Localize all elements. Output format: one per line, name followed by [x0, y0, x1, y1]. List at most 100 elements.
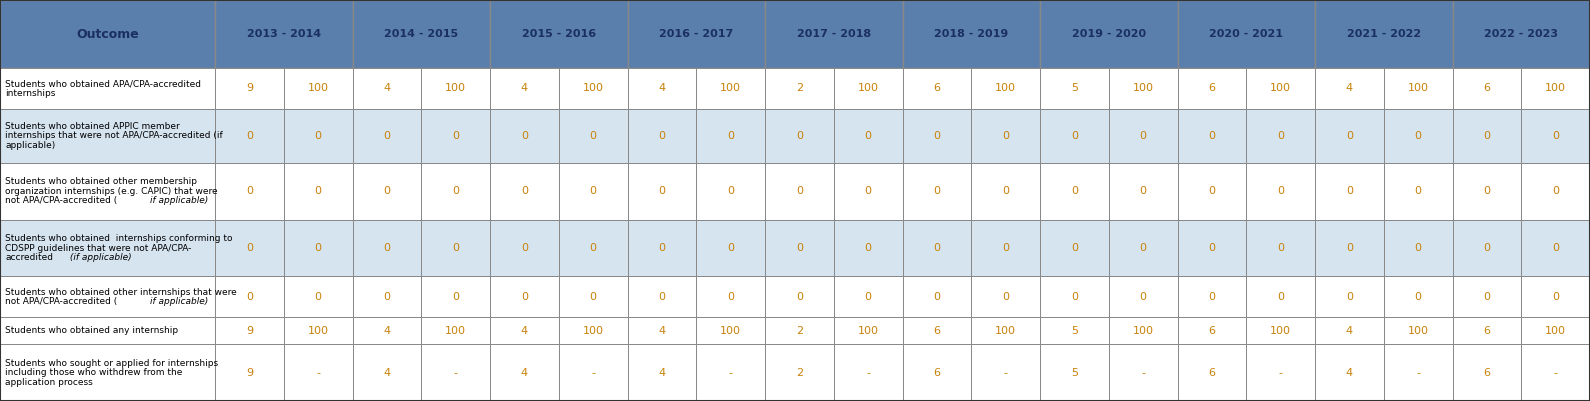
Text: 0: 0 — [658, 292, 665, 302]
Bar — [903, 344, 971, 401]
Bar — [1178, 276, 1247, 317]
Text: 5: 5 — [1072, 83, 1078, 93]
Bar — [215, 317, 283, 344]
Bar — [1178, 68, 1247, 109]
Bar — [353, 163, 421, 220]
Bar — [1453, 163, 1522, 220]
Bar — [1178, 220, 1247, 276]
Bar — [628, 344, 696, 401]
Text: 100: 100 — [445, 326, 466, 336]
Text: 5: 5 — [1072, 368, 1078, 378]
Text: internships that were not APA/CPA-accredited (if: internships that were not APA/CPA-accred… — [5, 132, 223, 140]
Bar — [215, 344, 283, 401]
Text: 0: 0 — [246, 243, 253, 253]
Bar — [833, 276, 903, 317]
Bar — [490, 0, 628, 68]
Text: -: - — [453, 368, 458, 378]
Text: 0: 0 — [933, 186, 940, 196]
Text: 100: 100 — [1407, 326, 1429, 336]
Bar — [1522, 220, 1590, 276]
Bar — [1315, 163, 1383, 220]
Text: 5: 5 — [1072, 326, 1078, 336]
Text: 4: 4 — [383, 326, 391, 336]
Bar — [971, 344, 1040, 401]
Text: 2019 - 2020: 2019 - 2020 — [1072, 29, 1146, 39]
Text: 0: 0 — [727, 292, 735, 302]
Bar — [1178, 317, 1247, 344]
Bar — [628, 68, 696, 109]
Bar — [1108, 276, 1178, 317]
Bar — [628, 109, 696, 163]
Bar — [1247, 317, 1315, 344]
Bar — [1315, 68, 1383, 109]
Text: 0: 0 — [452, 243, 460, 253]
Bar — [558, 276, 628, 317]
Bar — [628, 163, 696, 220]
Bar — [833, 68, 903, 109]
Text: if applicable): if applicable) — [149, 297, 208, 306]
Text: 0: 0 — [1208, 186, 1215, 196]
Bar — [765, 276, 833, 317]
Text: 0: 0 — [1277, 131, 1285, 141]
Text: accredited: accredited — [5, 253, 52, 262]
Text: Students who obtained other internships that were: Students who obtained other internships … — [5, 288, 237, 297]
Bar — [1108, 68, 1178, 109]
Bar — [1522, 109, 1590, 163]
Text: 6: 6 — [1483, 326, 1490, 336]
Text: 0: 0 — [865, 243, 871, 253]
Bar — [353, 276, 421, 317]
Bar — [765, 68, 833, 109]
Bar — [215, 109, 283, 163]
Text: Outcome: Outcome — [76, 28, 138, 41]
Text: CDSPP guidelines that were not APA/CPA-: CDSPP guidelines that were not APA/CPA- — [5, 243, 191, 253]
Text: 6: 6 — [933, 83, 940, 93]
Text: 4: 4 — [1345, 368, 1353, 378]
Bar — [1383, 317, 1453, 344]
Text: 2020 - 2021: 2020 - 2021 — [1210, 29, 1283, 39]
Bar — [765, 220, 833, 276]
Text: 0: 0 — [452, 131, 460, 141]
Text: not APA/CPA-accredited (: not APA/CPA-accredited ( — [5, 196, 118, 205]
Text: 2014 - 2015: 2014 - 2015 — [385, 29, 458, 39]
Text: 4: 4 — [522, 368, 528, 378]
Text: Students who sought or applied for internships: Students who sought or applied for inter… — [5, 358, 218, 368]
Text: 0: 0 — [1552, 292, 1560, 302]
Bar — [283, 163, 353, 220]
Bar — [1108, 163, 1178, 220]
Bar — [215, 220, 283, 276]
Bar — [283, 317, 353, 344]
Bar — [283, 220, 353, 276]
Text: 0: 0 — [1208, 292, 1215, 302]
Text: -: - — [1003, 368, 1008, 378]
Text: Students who obtained any internship: Students who obtained any internship — [5, 326, 178, 335]
Bar — [971, 276, 1040, 317]
Bar — [215, 276, 283, 317]
Bar — [903, 163, 971, 220]
Text: 100: 100 — [1270, 326, 1291, 336]
Bar — [490, 344, 558, 401]
Bar — [628, 0, 765, 68]
Text: 0: 0 — [315, 292, 321, 302]
Bar — [903, 220, 971, 276]
Bar — [696, 276, 765, 317]
Bar — [765, 163, 833, 220]
Text: 2015 - 2016: 2015 - 2016 — [522, 29, 596, 39]
Text: 0: 0 — [865, 131, 871, 141]
Bar — [1040, 0, 1178, 68]
Bar — [903, 0, 1040, 68]
Bar — [765, 0, 903, 68]
Bar — [1178, 0, 1315, 68]
Bar — [1522, 317, 1590, 344]
Bar — [1453, 109, 1522, 163]
Text: (if applicable): (if applicable) — [67, 253, 132, 262]
Bar — [903, 317, 971, 344]
Text: 6: 6 — [933, 368, 940, 378]
Bar — [1108, 220, 1178, 276]
Text: 0: 0 — [1277, 292, 1285, 302]
Text: 6: 6 — [1208, 368, 1215, 378]
Text: -: - — [728, 368, 733, 378]
Text: 0: 0 — [658, 131, 665, 141]
Bar — [1453, 276, 1522, 317]
Bar — [421, 68, 490, 109]
Text: 6: 6 — [1483, 83, 1490, 93]
